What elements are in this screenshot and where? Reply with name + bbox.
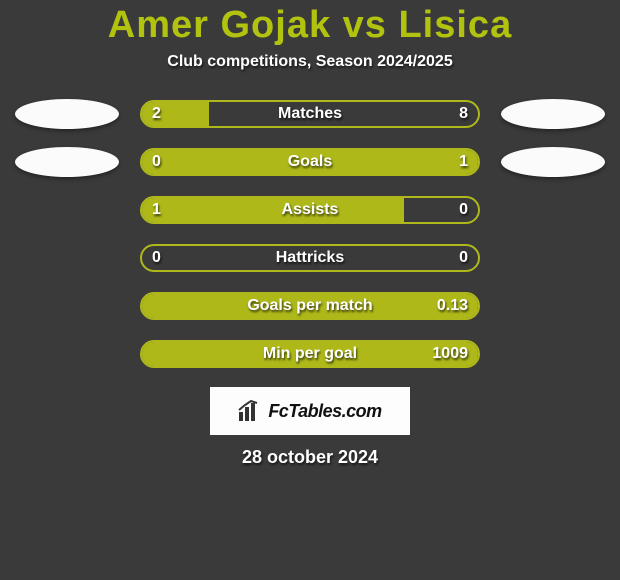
chart-icon bbox=[238, 400, 262, 422]
page-title: Amer Gojak vs Lisica bbox=[0, 4, 620, 47]
stat-bar: Matches28 bbox=[140, 100, 480, 128]
stat-row: Min per goal1009 bbox=[0, 339, 620, 369]
stat-bar-col: Goals01 bbox=[140, 148, 480, 176]
stat-row: Hattricks0 0 bbox=[0, 243, 620, 273]
avatar-right-col bbox=[498, 195, 608, 225]
stats-container: Matches28Goals01Assists10Hattricks00Goal… bbox=[0, 99, 620, 369]
stat-value-right: 8 bbox=[459, 105, 468, 123]
stat-row: Assists10 bbox=[0, 195, 620, 225]
avatar-left-col bbox=[12, 339, 122, 369]
stat-value-right: 0 bbox=[459, 201, 468, 219]
bar-fill-left bbox=[142, 198, 404, 222]
stat-bar-col: Goals per match0.13 bbox=[140, 292, 480, 320]
player-avatar-right bbox=[501, 99, 605, 129]
avatar-left-col bbox=[12, 195, 122, 225]
stat-value-left: 0 bbox=[152, 153, 161, 171]
stat-bar-col: Matches28 bbox=[140, 100, 480, 128]
avatar-left-col bbox=[12, 99, 122, 129]
stat-bar: Assists10 bbox=[140, 196, 480, 224]
avatar-right-col bbox=[498, 243, 608, 273]
bar-fill-full bbox=[142, 342, 478, 366]
stat-label: Hattricks bbox=[142, 249, 478, 267]
player-avatar-left bbox=[15, 147, 119, 177]
stat-row: Matches28 bbox=[0, 99, 620, 129]
stat-bar: Min per goal1009 bbox=[140, 340, 480, 368]
date-label: 28 october 2024 bbox=[0, 447, 620, 468]
bar-fill-right bbox=[142, 150, 478, 174]
player-avatar-left bbox=[15, 99, 119, 129]
avatar-right-col bbox=[498, 339, 608, 369]
avatar-left-col bbox=[12, 243, 122, 273]
stat-bar: Goals per match0.13 bbox=[140, 292, 480, 320]
logo-text: FcTables.com bbox=[268, 401, 381, 422]
stat-value-right: 1009 bbox=[432, 345, 468, 363]
stat-bar-col: Assists10 bbox=[140, 196, 480, 224]
stat-bar: Hattricks0 0 bbox=[140, 244, 480, 272]
stat-value-right: 0 bbox=[459, 249, 468, 267]
avatar-right-col bbox=[498, 99, 608, 129]
stat-value-right: 0.13 bbox=[437, 297, 468, 315]
avatar-left-col bbox=[12, 147, 122, 177]
stat-bar-col: Hattricks0 0 bbox=[140, 244, 480, 272]
comparison-card: Amer Gojak vs Lisica Club competitions, … bbox=[0, 0, 620, 468]
avatar-left-col bbox=[12, 291, 122, 321]
stat-row: Goals per match0.13 bbox=[0, 291, 620, 321]
subtitle: Club competitions, Season 2024/2025 bbox=[0, 53, 620, 71]
avatar-right-col bbox=[498, 147, 608, 177]
stat-value-left: 0 bbox=[152, 249, 161, 267]
stat-row: Goals01 bbox=[0, 147, 620, 177]
bar-fill-full bbox=[142, 294, 478, 318]
player-avatar-right bbox=[501, 147, 605, 177]
stat-bar: Goals01 bbox=[140, 148, 480, 176]
fctables-logo[interactable]: FcTables.com bbox=[210, 387, 410, 435]
avatar-right-col bbox=[498, 291, 608, 321]
stat-bar-col: Min per goal1009 bbox=[140, 340, 480, 368]
stat-value-left: 2 bbox=[152, 105, 161, 123]
stat-value-left: 1 bbox=[152, 201, 161, 219]
stat-value-right: 1 bbox=[459, 153, 468, 171]
